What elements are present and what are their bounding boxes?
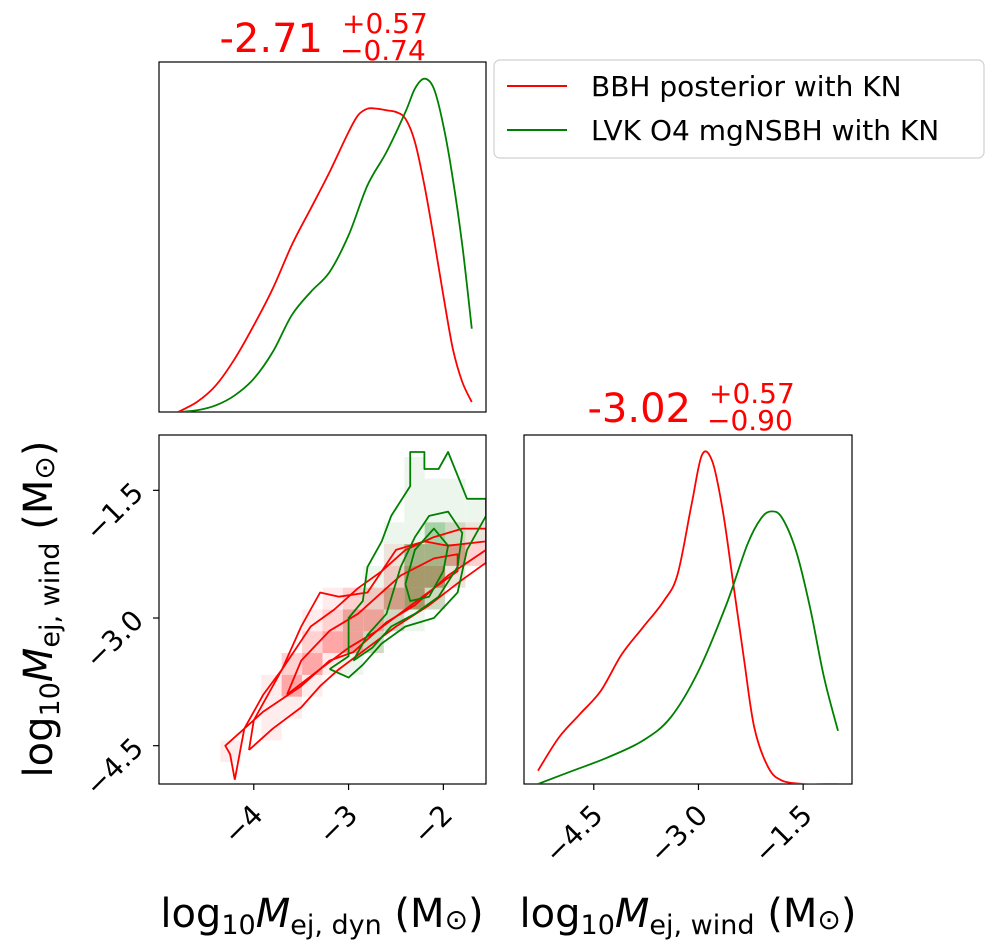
contour-bbh-middle [248,527,486,751]
x-axis-label-dyn: log10Mej, dyn (M⊙) [160,891,483,941]
legend-label-bbh: BBH posterior with KN [591,70,902,103]
joint-background [159,435,486,784]
density-bin-lvk [404,456,425,479]
contour-lvk-middle [352,510,464,662]
density-bin-lvk [383,565,405,588]
density-bin-bbh [281,674,302,697]
contour-lvk-inner [404,527,450,602]
summary-wind-minus: −0.90 [707,404,793,437]
marginal-dyn-curve-lvk [177,77,473,412]
density-bin-lvk [363,609,384,632]
density-bin-bbh [281,696,302,719]
summary-dyn: -2.71 +0.57 −0.74 [220,7,428,67]
marginal-dyn-panel [158,61,487,413]
legend: BBH posterior with KN LVK O4 mgNSBH with… [493,59,985,159]
marginal-dyn-curve-bbh [177,107,473,412]
summary-wind: -3.02 +0.57 −0.90 [588,377,795,437]
density-bin-lvk [404,587,425,610]
density-bin-lvk [424,565,446,588]
marginal-wind-x-tick-label: −1.5 [747,798,818,869]
summary-dyn-plus: +0.57 [342,7,428,40]
marginal-wind-panel: −4.5 −3.0 −1.5 [523,434,853,870]
density-bin-lvk [445,522,466,545]
marginal-wind-x-tick-label: −4.5 [538,798,609,869]
summary-wind-median: -3.02 [588,386,692,432]
joint-panel: −4 −3 −2 −4.5 −3.0 −1.5 [79,434,487,851]
density-bin-lvk [465,500,486,523]
density-bin-lvk [445,500,466,523]
marginal-dyn-frame [158,61,487,413]
density-bin-lvk [383,522,405,545]
density-bin-lvk [424,478,446,501]
joint-y-tick-label: −1.5 [79,476,150,547]
contour-bbh-inner [286,553,459,696]
marginal-wind-frame [523,434,853,785]
marginal-wind-curve-bbh [537,450,838,784]
density-bin-bbh [322,631,343,654]
joint-frame [158,434,487,785]
density-bin-bbh [404,587,425,610]
summary-dyn-median: -2.71 [220,16,324,62]
joint-x-tick-label: −4 [217,798,270,851]
legend-box [493,59,985,159]
marginal-wind-curve-lvk [537,510,839,784]
joint-y-tick-label: −3.0 [79,604,150,675]
joint-x-tick-label: −2 [406,798,459,851]
density-bin-bbh [302,631,323,654]
joint-y-tick-label: −4.5 [79,731,150,802]
contour-lvk-outer [329,451,486,679]
density-bin-lvk [424,500,446,523]
density-bin-bbh [445,522,466,545]
legend-label-lvk: LVK O4 mgNSBH with KN [591,114,939,147]
y-axis-label-wind: log10Mej, wind (M⊙) [16,441,66,778]
summary-wind-plus: +0.57 [709,377,795,410]
joint-x-tick-label: −3 [312,798,365,851]
contour-bbh-outer [224,540,486,780]
density-bin-bbh [302,653,323,675]
density-bin-bbh [322,587,343,610]
density-bin-lvk [404,500,425,523]
marginal-wind-x-tick-label: −3.0 [643,798,714,869]
density-bin-lvk [404,522,425,545]
density-bin-lvk [404,609,425,632]
density-bin-bbh [363,609,384,632]
x-axis-label-wind: log10Mej, wind (M⊙) [520,891,857,941]
density-bin-lvk [424,544,446,566]
